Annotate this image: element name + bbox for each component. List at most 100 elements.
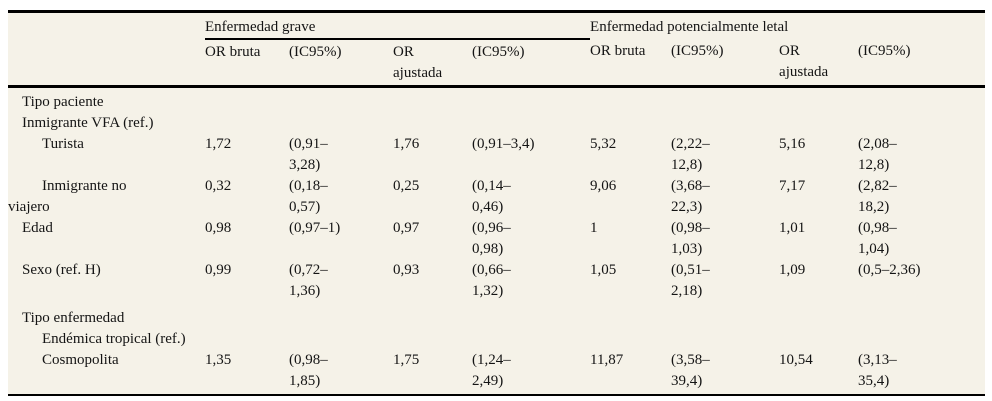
table-cell: 7,17 [779, 178, 806, 194]
col-header-ic95-2: (IC95%) [472, 39, 591, 88]
table-cell: (0,98– 1,03) [671, 220, 710, 257]
col-header-ic95-3: (IC95%) [671, 39, 780, 88]
table-cell [671, 113, 779, 134]
table-cell [590, 308, 671, 329]
table-cell: (0,98– 1,04) [858, 220, 897, 257]
row-label: Sexo (ref. H) [22, 262, 101, 278]
column-header-row: OR bruta (IC95%) OR ajustada (IC95%) OR … [8, 39, 986, 88]
col-header-ic95-4: (IC95%) [858, 39, 986, 88]
col-header-or-ajustada-2: OR ajustada [779, 39, 859, 88]
table-row: Tipo paciente [8, 87, 985, 114]
table-cell: 1 [590, 220, 598, 236]
table-cell: (2,22– 12,8) [671, 136, 710, 173]
table-cell: 0,98 [205, 220, 232, 236]
table-cell [858, 308, 985, 329]
table-cell: (0,91–3,4) [472, 136, 535, 152]
table-cell [289, 308, 393, 329]
table-cell [472, 308, 590, 329]
table-cell: 0,97 [393, 220, 420, 236]
table-cell: (3,58– 39,4) [671, 352, 710, 389]
row-label: Turista [42, 136, 84, 152]
table-cell [205, 308, 289, 329]
col-header-ic95-1: (IC95%) [289, 39, 393, 88]
table-cell: 11,87 [590, 352, 624, 368]
table-cell: 1,76 [393, 136, 420, 152]
col-header-or-bruta-2: OR bruta [590, 39, 672, 88]
table-row: Endémica tropical (ref.) [8, 329, 985, 350]
table-cell [858, 329, 985, 350]
table-cell [779, 308, 858, 329]
table-cell [393, 87, 472, 114]
table-cell: 1,72 [205, 136, 232, 152]
group-header-enfermedad-letal: Enfermedad potencialmente letal [590, 19, 789, 35]
table-cell: 5,16 [779, 136, 806, 152]
col-header-or-bruta-1: OR bruta [205, 39, 289, 88]
table-cell: 9,06 [590, 178, 617, 194]
table-cell: 1,75 [393, 352, 420, 368]
table-cell [779, 113, 858, 134]
row-label: Tipo enfermedad [22, 310, 125, 326]
table-row: Edad 0,98 (0,97–1) 0,97 (0,96– 0,98) 1 (… [8, 218, 985, 260]
row-label: Edad [22, 220, 53, 236]
table-cell: (0,5–2,36) [858, 262, 921, 278]
corner-cell [8, 39, 205, 88]
row-label: Inmigrante VFA (ref.) [22, 115, 154, 131]
row-label: Endémica tropical (ref.) [42, 331, 186, 347]
table-cell [779, 329, 858, 350]
table-cell: (2,08– 12,8) [858, 136, 897, 173]
table-cell [472, 87, 590, 114]
table-cell: 0,32 [205, 178, 232, 194]
table-cell [671, 308, 779, 329]
corner-cell [8, 13, 205, 39]
group-header-row: Enfermedad grave Enfermedad potencialmen… [8, 13, 985, 40]
table-cell [205, 329, 289, 350]
table-cell: (1,24– 2,49) [472, 352, 511, 389]
table-cell: 1,09 [779, 262, 806, 278]
odds-ratio-table: Enfermedad grave Enfermedad potencialmen… [8, 13, 986, 394]
table-cell [858, 87, 985, 114]
table-cell: 0,99 [205, 262, 232, 278]
table-cell [671, 329, 779, 350]
table-cell: (0,66– 1,32) [472, 262, 511, 299]
table-row: Inmigrante VFA (ref.) [8, 113, 985, 134]
table-cell: (0,14– 0,46) [472, 178, 511, 215]
table-cell [289, 329, 393, 350]
table-panel: Enfermedad grave Enfermedad potencialmen… [8, 10, 986, 396]
table-row: Cosmopolita 1,35 (0,98– 1,85) 1,75 (1,24… [8, 350, 985, 394]
table-cell [472, 113, 590, 134]
table-cell [671, 87, 779, 114]
table-cell: (0,97–1) [289, 220, 341, 236]
table-cell [393, 329, 472, 350]
table-cell: 1,01 [779, 220, 806, 236]
table-cell: (0,72– 1,36) [289, 262, 328, 299]
table-row: Turista 1,72 (0,91– 3,28) 1,76 (0,91–3,4… [8, 134, 985, 176]
table-cell [590, 87, 671, 114]
table-cell: (0,96– 0,98) [472, 220, 511, 257]
table-cell [858, 113, 985, 134]
table-cell: (0,98– 1,85) [289, 352, 328, 389]
table-cell: (0,18– 0,57) [289, 178, 328, 215]
table-cell [393, 113, 472, 134]
col-header-or-ajustada-1: OR ajustada [393, 39, 472, 88]
table-cell [289, 87, 393, 114]
table-cell [393, 308, 472, 329]
table-cell [205, 87, 289, 114]
table-cell: (0,91– 3,28) [289, 136, 328, 173]
table-cell: (0,51– 2,18) [671, 262, 710, 299]
table-cell [205, 113, 289, 134]
table-cell: 1,05 [590, 262, 617, 278]
table-cell: 10,54 [779, 352, 813, 368]
table-cell: 5,32 [590, 136, 617, 152]
table-cell: 1,35 [205, 352, 232, 368]
table-cell [289, 113, 393, 134]
table-cell [472, 329, 590, 350]
table-cell [590, 113, 671, 134]
group-header-enfermedad-grave: Enfermedad grave [205, 13, 591, 40]
table-cell: 0,25 [393, 178, 420, 194]
table-cell: 0,93 [393, 262, 420, 278]
table-row: Sexo (ref. H) 0,99 (0,72– 1,36) 0,93 (0,… [8, 260, 985, 308]
row-label: Tipo paciente [22, 94, 104, 110]
table-cell: (3,13– 35,4) [858, 352, 897, 389]
table-cell: (3,68– 22,3) [671, 178, 710, 215]
row-label: Inmigrante no viajero [8, 178, 127, 215]
